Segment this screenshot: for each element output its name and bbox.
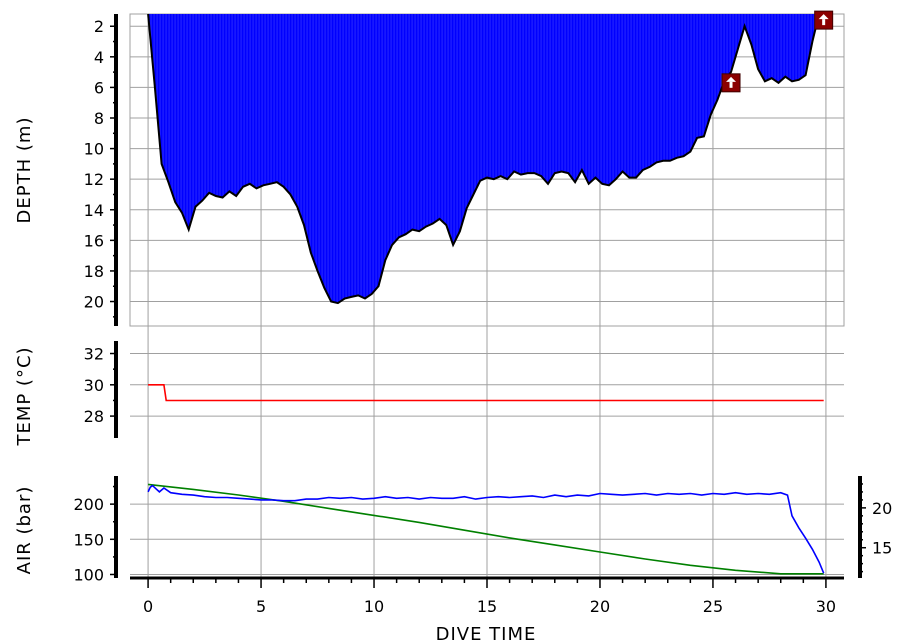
depth-tick-label: 16: [84, 231, 104, 250]
depth-tick-label: 6: [94, 78, 104, 97]
air-panel: [147, 483, 825, 575]
air-tick-label: 200: [73, 495, 104, 514]
depth-tick-label: 8: [94, 109, 104, 128]
tank-pressure-line: [148, 483, 824, 575]
marker-arrow: [726, 76, 737, 82]
air-tick-label: 100: [73, 565, 104, 584]
depth-tick-label: 14: [84, 201, 104, 220]
air-consumption-line: [147, 484, 825, 574]
x-tick-label: 20: [590, 597, 610, 616]
x-tick-label: 0: [143, 597, 153, 616]
depth-tick-label: 4: [94, 48, 104, 67]
air-right-tick-label: 15: [872, 539, 892, 558]
temp-tick-label: 32: [84, 345, 104, 364]
air-axis-title: AIR (bar): [14, 486, 35, 575]
marker-stem: [729, 81, 733, 88]
depth-axis-title: DEPTH (m): [14, 117, 35, 224]
temperature-panel: [148, 384, 824, 402]
depth-panel: [147, 13, 821, 305]
marker-stem: [822, 19, 826, 26]
x-tick-label: 5: [256, 597, 266, 616]
depth-tick-label: 18: [84, 262, 104, 281]
temperature-line: [148, 384, 824, 402]
x-tick-label: 10: [364, 597, 384, 616]
x-tick-label: 15: [477, 597, 497, 616]
ascent-warning-icon: [814, 10, 834, 30]
temp-tick-label: 28: [84, 407, 104, 426]
x-tick-label: 25: [703, 597, 723, 616]
axes: 0 5 10 15 20 25 30 2 4 6 8 10 12 14 16 18 20 28 30 32 100 150…: [73, 14, 892, 616]
air-right-tick-label: 20: [872, 499, 892, 518]
depth-profile-line: [147, 13, 821, 305]
depth-tick-label: 20: [84, 293, 104, 312]
depth-tick-label: 2: [94, 17, 104, 36]
event-markers: [721, 10, 834, 93]
depth-tick-label: 12: [84, 170, 104, 189]
air-tick-label: 150: [73, 530, 104, 549]
temp-tick-label: 30: [84, 376, 104, 395]
marker-arrow: [818, 14, 829, 20]
depth-tick-label: 10: [84, 140, 104, 159]
x-tick-label: 30: [816, 597, 836, 616]
ascent-warning-icon: [721, 73, 741, 93]
temp-axis-title: TEMP (°C): [14, 346, 35, 446]
x-axis-title: DIVE TIME: [436, 624, 537, 644]
